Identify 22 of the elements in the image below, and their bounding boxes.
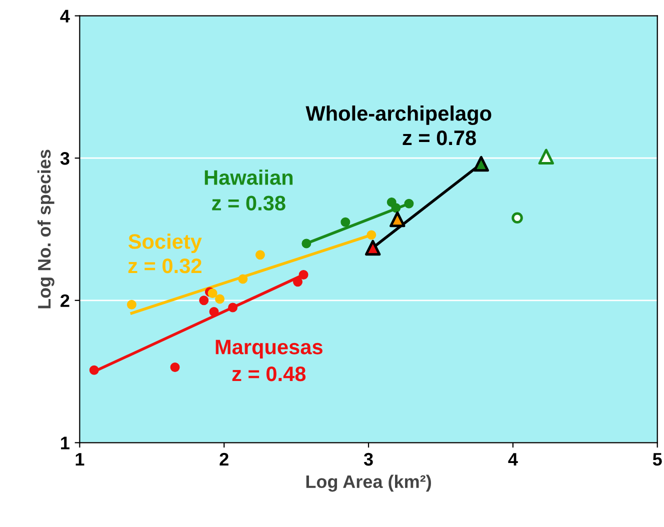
series-label: Society xyxy=(128,234,202,254)
point xyxy=(538,148,554,165)
x-tick-label: 3 xyxy=(364,452,373,466)
y-tick-label: 4 xyxy=(60,10,70,22)
text: Hawaiian xyxy=(204,170,293,185)
y-tick-label: 1 xyxy=(61,436,70,450)
x-tick-label: 2 xyxy=(220,452,228,466)
x-tick-label: 5 xyxy=(652,453,662,466)
x-tick-label: 4 xyxy=(508,453,518,466)
annotation: z = 0.38 xyxy=(212,196,286,211)
y-tick-label: 3 xyxy=(60,152,70,165)
series-label: Marquesas xyxy=(216,340,322,358)
annotation: z = 0.48 xyxy=(232,366,306,382)
point xyxy=(390,211,406,228)
annotation: z = 0.78 xyxy=(402,130,476,146)
x-axis-title: Log Area (km²) xyxy=(306,474,431,492)
series-label: Whole-archipelago xyxy=(306,106,492,126)
point xyxy=(512,212,523,224)
x-tick-label: 1 xyxy=(76,453,84,466)
annotation: z = 0.32 xyxy=(128,258,202,274)
y-axis-title: Log No. of species xyxy=(37,150,54,308)
y-tick-label: 2 xyxy=(60,294,70,307)
